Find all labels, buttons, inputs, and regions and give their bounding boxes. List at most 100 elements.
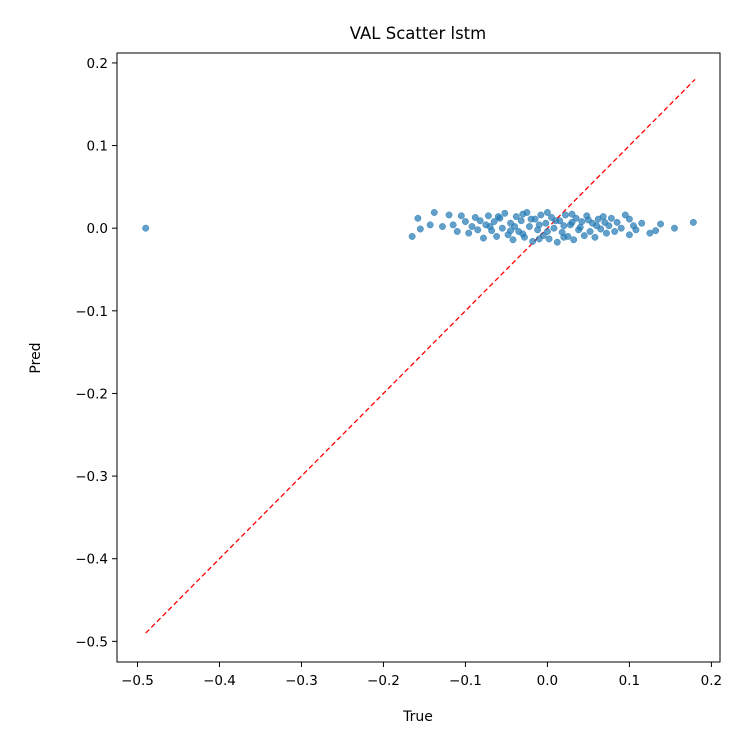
data-point	[535, 235, 543, 243]
data-point	[689, 218, 697, 226]
y-tick-label: −0.4	[75, 552, 108, 568]
x-tick-label: −0.4	[203, 673, 236, 689]
data-point	[560, 233, 568, 241]
data-point	[517, 217, 525, 225]
data-point	[484, 212, 492, 220]
x-tick-label: 0.1	[619, 673, 640, 689]
y-tick-label: −0.1	[75, 304, 108, 320]
data-point	[535, 221, 543, 229]
data-point	[611, 228, 619, 235]
data-point	[572, 214, 580, 222]
chart-title: VAL Scatter lstm	[350, 24, 486, 43]
data-point	[593, 222, 601, 230]
y-axis-label: Pred	[28, 342, 44, 373]
data-point	[519, 230, 527, 238]
data-point	[584, 216, 592, 224]
data-point	[480, 234, 487, 242]
data-point	[519, 210, 527, 218]
data-point	[550, 224, 558, 232]
data-point	[560, 222, 568, 230]
data-point	[671, 224, 678, 232]
data-point	[476, 217, 484, 225]
data-point	[457, 212, 465, 220]
y-tick-label: −0.2	[75, 386, 108, 402]
data-point	[568, 210, 576, 218]
data-point	[646, 229, 654, 237]
data-point	[501, 209, 509, 217]
data-point	[509, 236, 517, 244]
data-point	[490, 218, 498, 226]
data-point	[601, 218, 609, 226]
data-point	[553, 238, 561, 246]
data-point	[543, 228, 551, 235]
data-point	[471, 213, 479, 221]
data-point	[507, 227, 514, 235]
y-tick-label: 0.0	[87, 221, 108, 237]
data-point	[543, 209, 551, 216]
data-point	[498, 224, 506, 232]
x-tick-label: −0.3	[285, 673, 318, 689]
x-axis-ticks: −0.5 −0.4 −0.3 −0.2 −0.1 0.0 0.1 0.2	[121, 662, 722, 689]
reference-line	[145, 78, 696, 634]
x-tick-label: −0.1	[449, 673, 482, 689]
data-point	[511, 223, 519, 230]
data-point	[578, 218, 586, 226]
data-points	[142, 209, 697, 246]
data-point	[453, 228, 461, 235]
data-point	[465, 229, 473, 237]
x-tick-label: 0.2	[701, 673, 722, 689]
y-tick-label: 0.2	[87, 56, 108, 72]
data-point	[652, 227, 660, 235]
data-point	[586, 228, 594, 235]
data-point	[552, 217, 560, 225]
data-point	[562, 211, 569, 219]
data-point	[512, 213, 520, 221]
y-tick-label: −0.5	[75, 634, 108, 650]
x-tick-label: 0.0	[537, 673, 558, 689]
data-point	[542, 219, 550, 227]
data-point	[439, 223, 446, 230]
data-point	[426, 221, 434, 229]
data-point	[613, 218, 621, 226]
data-point	[617, 224, 625, 232]
data-point	[625, 231, 633, 239]
data-point	[607, 214, 615, 222]
data-point	[486, 223, 494, 230]
data-point	[416, 225, 424, 233]
data-point	[580, 232, 588, 240]
data-point	[621, 211, 629, 219]
data-point	[603, 229, 610, 237]
data-point	[449, 221, 457, 229]
data-point	[142, 224, 150, 232]
data-point	[632, 226, 640, 234]
data-point	[545, 235, 553, 243]
x-tick-label: −0.5	[121, 673, 154, 689]
plot-frame	[116, 52, 721, 663]
data-point	[638, 219, 646, 227]
data-point	[599, 213, 607, 221]
y-tick-label: −0.3	[75, 469, 108, 485]
data-point	[494, 213, 502, 221]
data-point	[525, 223, 533, 230]
data-point	[625, 215, 633, 223]
data-point	[445, 211, 453, 219]
data-point	[529, 237, 537, 245]
y-axis-ticks: −0.5 −0.4 −0.3 −0.2 −0.1 0.0 0.1 0.2	[75, 56, 117, 650]
y-tick-label: 0.1	[87, 139, 108, 155]
data-point	[461, 218, 469, 226]
data-point	[474, 226, 482, 234]
data-point	[657, 220, 665, 228]
data-point	[591, 233, 599, 241]
data-point	[568, 218, 576, 226]
x-axis-label: True	[402, 709, 433, 725]
data-point	[570, 236, 578, 244]
data-point	[414, 214, 422, 222]
reference-line-group	[145, 78, 696, 634]
x-tick-label: −0.2	[367, 673, 400, 689]
data-point	[527, 215, 535, 223]
data-point	[537, 211, 545, 219]
data-point	[468, 223, 476, 230]
data-point	[576, 223, 584, 231]
data-point	[493, 232, 501, 240]
